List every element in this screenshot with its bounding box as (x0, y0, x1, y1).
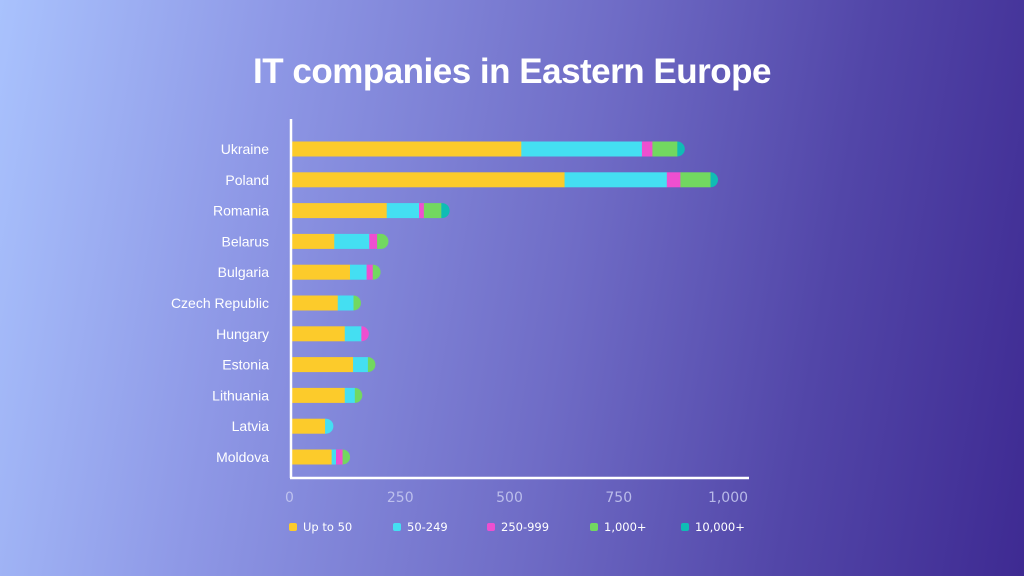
bar-segment (291, 141, 522, 157)
bar-segment (677, 141, 685, 157)
legend-swatch (681, 523, 689, 531)
bar-segment (291, 172, 565, 188)
category-label: Bulgaria (218, 264, 270, 280)
bar-segment (325, 418, 334, 434)
bar-segment (334, 233, 370, 249)
bars-group (291, 141, 719, 465)
bar-segment (336, 449, 343, 465)
category-label: Estonia (222, 357, 269, 373)
legend-label: 10,000+ (695, 520, 745, 534)
x-tick-label: 500 (496, 490, 523, 506)
legend-swatch (393, 523, 401, 531)
bar-segment (666, 172, 681, 188)
bar-segment (291, 418, 326, 434)
bar-segment (291, 203, 388, 219)
legend-label: 1,000+ (604, 520, 647, 534)
category-label: Hungary (216, 326, 269, 342)
bar-segment (353, 295, 361, 311)
bar-segment (291, 357, 354, 373)
bar-segment (710, 172, 719, 188)
bar-segment (291, 387, 346, 403)
bar-segment (361, 326, 369, 342)
legend-swatch (487, 523, 495, 531)
category-label: Latvia (232, 418, 270, 434)
bar-segment (353, 357, 369, 373)
bar-segment (369, 233, 378, 249)
bar-segment (291, 264, 351, 280)
bar-segment (564, 172, 668, 188)
category-label: Romania (213, 203, 269, 219)
bar-segment (344, 326, 362, 342)
x-tick-labels: 0 250 500 750 1,000 (285, 490, 748, 506)
category-labels: Ukraine Poland Romania Belarus Bulgaria Czech… (171, 141, 269, 465)
legend-label: Up to 50 (303, 520, 352, 534)
bar-segment (419, 203, 425, 219)
chart-title: IT companies in Eastern Europe (253, 52, 771, 91)
bar-segment (354, 387, 363, 403)
category-label: Lithuania (212, 387, 269, 403)
bar-segment (367, 357, 376, 373)
bar-segment (680, 172, 711, 188)
category-label: Moldova (216, 449, 269, 465)
bar-segment (641, 141, 653, 157)
bar-segment (377, 233, 389, 249)
bar-segment (349, 264, 367, 280)
bar-segment (372, 264, 381, 280)
bar-segment (331, 449, 337, 465)
legend: Up to 50 50-249 250-999 1,000+ 10,000+ (289, 520, 745, 534)
bar-segment (521, 141, 643, 157)
bar-segment (291, 295, 339, 311)
legend-label: 50-249 (407, 520, 448, 534)
x-tick-label: 250 (387, 490, 414, 506)
bar-segment (366, 264, 374, 280)
legend-swatch (590, 523, 598, 531)
legend-swatch (289, 523, 297, 531)
bar-segment (423, 203, 442, 219)
bar-segment (441, 203, 450, 219)
bar-segment (342, 449, 351, 465)
x-tick-label: 1,000 (708, 490, 748, 506)
bar-segment (291, 326, 346, 342)
x-tick-label: 750 (605, 490, 632, 506)
legend-label: 250-999 (501, 520, 549, 534)
category-label: Poland (225, 172, 269, 188)
category-label: Czech Republic (171, 295, 269, 311)
bar-segment (386, 203, 420, 219)
category-label: Belarus (222, 233, 269, 249)
bar-segment (291, 233, 335, 249)
category-label: Ukraine (221, 141, 269, 157)
bar-segment (344, 387, 356, 403)
bar-segment (291, 449, 332, 465)
bar-segment (652, 141, 678, 157)
bar-segment (337, 295, 354, 311)
x-tick-label: 0 (285, 490, 294, 506)
